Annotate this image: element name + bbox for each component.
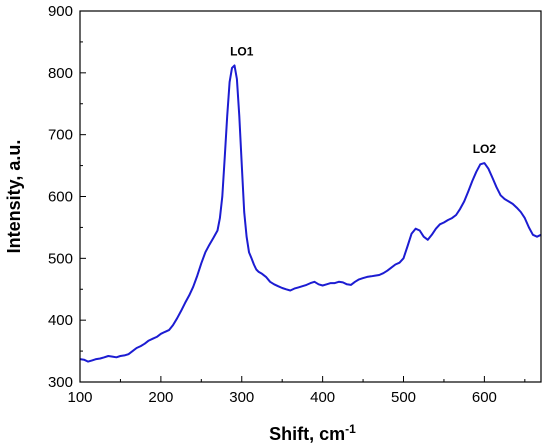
peak-label: LO1 bbox=[230, 44, 254, 58]
axis-tick-labels: 100 200 300 400 500 600 300 400 500 600 700 800 900 bbox=[48, 3, 497, 406]
y-tick-label: 400 bbox=[48, 312, 73, 329]
x-tick-label: 300 bbox=[229, 389, 254, 406]
series-line bbox=[79, 64, 542, 363]
y-tick-label: 600 bbox=[48, 189, 73, 206]
x-axis-title-superscript: -1 bbox=[345, 422, 356, 436]
plot-frame bbox=[79, 10, 542, 383]
y-tick-label: 900 bbox=[48, 3, 73, 20]
y-tick-label: 300 bbox=[48, 374, 73, 391]
x-tick-label: 200 bbox=[148, 389, 173, 406]
axis-ticks bbox=[79, 10, 526, 383]
y-tick-label: 500 bbox=[48, 250, 73, 267]
y-axis-title: Intensity, a.u. bbox=[4, 140, 24, 254]
x-tick-label: 600 bbox=[472, 389, 497, 406]
y-tick-label: 700 bbox=[48, 127, 73, 144]
x-tick-label: 100 bbox=[67, 389, 92, 406]
x-tick-label: 400 bbox=[310, 389, 335, 406]
y-axis-title-group: Intensity, a.u. bbox=[4, 140, 24, 254]
x-axis-title-main: Shift, cm bbox=[269, 424, 345, 444]
x-axis-title: Shift, cm-1 bbox=[269, 422, 356, 444]
x-tick-label: 500 bbox=[391, 389, 416, 406]
y-tick-label: 800 bbox=[48, 65, 73, 82]
peak-label: LO2 bbox=[473, 142, 497, 156]
peak-annotations: LO1 LO2 bbox=[230, 44, 496, 156]
